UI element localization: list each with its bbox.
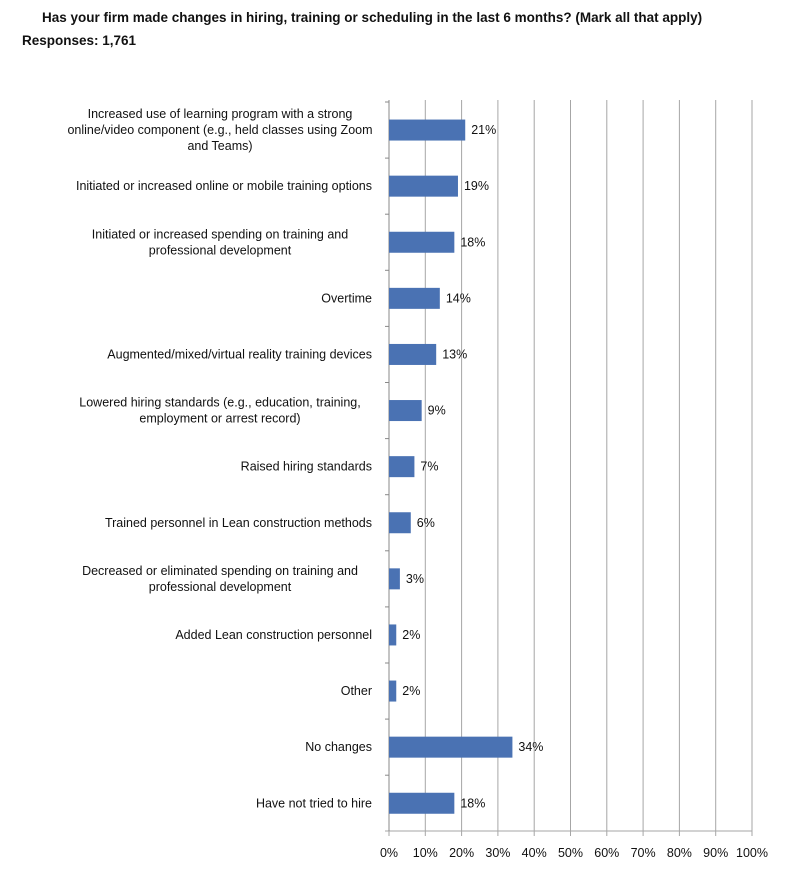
category-label: Trained personnel in Lean construction m… — [105, 516, 372, 530]
category-label: Other — [341, 684, 372, 698]
category-label: Overtime — [321, 291, 372, 305]
bar — [389, 456, 415, 478]
chart-title: Has your firm made changes in hiring, tr… — [22, 10, 703, 48]
x-tick-label: 0% — [380, 846, 398, 860]
data-label: 6% — [417, 516, 435, 530]
category-label: Added Lean construction personnel — [175, 628, 372, 642]
category-label: employment or arrest record) — [139, 412, 300, 426]
x-tick-label: 60% — [594, 846, 619, 860]
category-label: Initiated or increased spending on train… — [92, 227, 348, 241]
data-label: 2% — [402, 684, 420, 698]
bar — [389, 287, 440, 309]
x-tick-label: 80% — [667, 846, 692, 860]
data-label: 18% — [460, 796, 485, 810]
x-tick-label: 50% — [558, 846, 583, 860]
data-label: 19% — [464, 179, 489, 193]
category-label: Increased use of learning program with a… — [88, 107, 353, 121]
bar — [389, 680, 397, 702]
bar — [389, 400, 422, 422]
category-label: Initiated or increased online or mobile … — [76, 179, 372, 193]
bar — [389, 624, 397, 646]
bar — [389, 568, 400, 590]
data-label: 14% — [446, 291, 471, 305]
bar — [389, 343, 437, 365]
data-label: 13% — [442, 347, 467, 361]
category-label: Augmented/mixed/virtual reality training… — [107, 347, 372, 361]
x-tick-label: 90% — [703, 846, 728, 860]
category-label: Raised hiring standards — [241, 460, 372, 474]
category-label: professional development — [149, 580, 292, 594]
x-tick-label: 10% — [413, 846, 438, 860]
data-label: 21% — [471, 123, 496, 137]
x-tick-label: 40% — [522, 846, 547, 860]
data-label: 34% — [518, 740, 543, 754]
bar — [389, 119, 466, 141]
category-label: online/video component (e.g., held class… — [67, 123, 372, 137]
category-label: Lowered hiring standards (e.g., educatio… — [79, 396, 360, 410]
x-tick-label: 70% — [631, 846, 656, 860]
category-label: No changes — [305, 740, 372, 754]
bar — [389, 175, 458, 197]
category-label: Decreased or eliminated spending on trai… — [82, 564, 358, 578]
category-label: Have not tried to hire — [256, 796, 372, 810]
data-label: 18% — [460, 235, 485, 249]
data-label: 9% — [428, 404, 446, 418]
bar — [389, 231, 455, 253]
data-label: 7% — [420, 460, 438, 474]
bar — [389, 792, 455, 814]
x-tick-label: 100% — [736, 846, 768, 860]
x-tick-label: 20% — [449, 846, 474, 860]
data-label: 3% — [406, 572, 424, 586]
x-tick-label: 30% — [485, 846, 510, 860]
category-label: professional development — [149, 243, 292, 257]
bar — [389, 736, 513, 758]
data-label: 2% — [402, 628, 420, 642]
category-label: and Teams) — [187, 139, 252, 153]
bar — [389, 512, 411, 534]
